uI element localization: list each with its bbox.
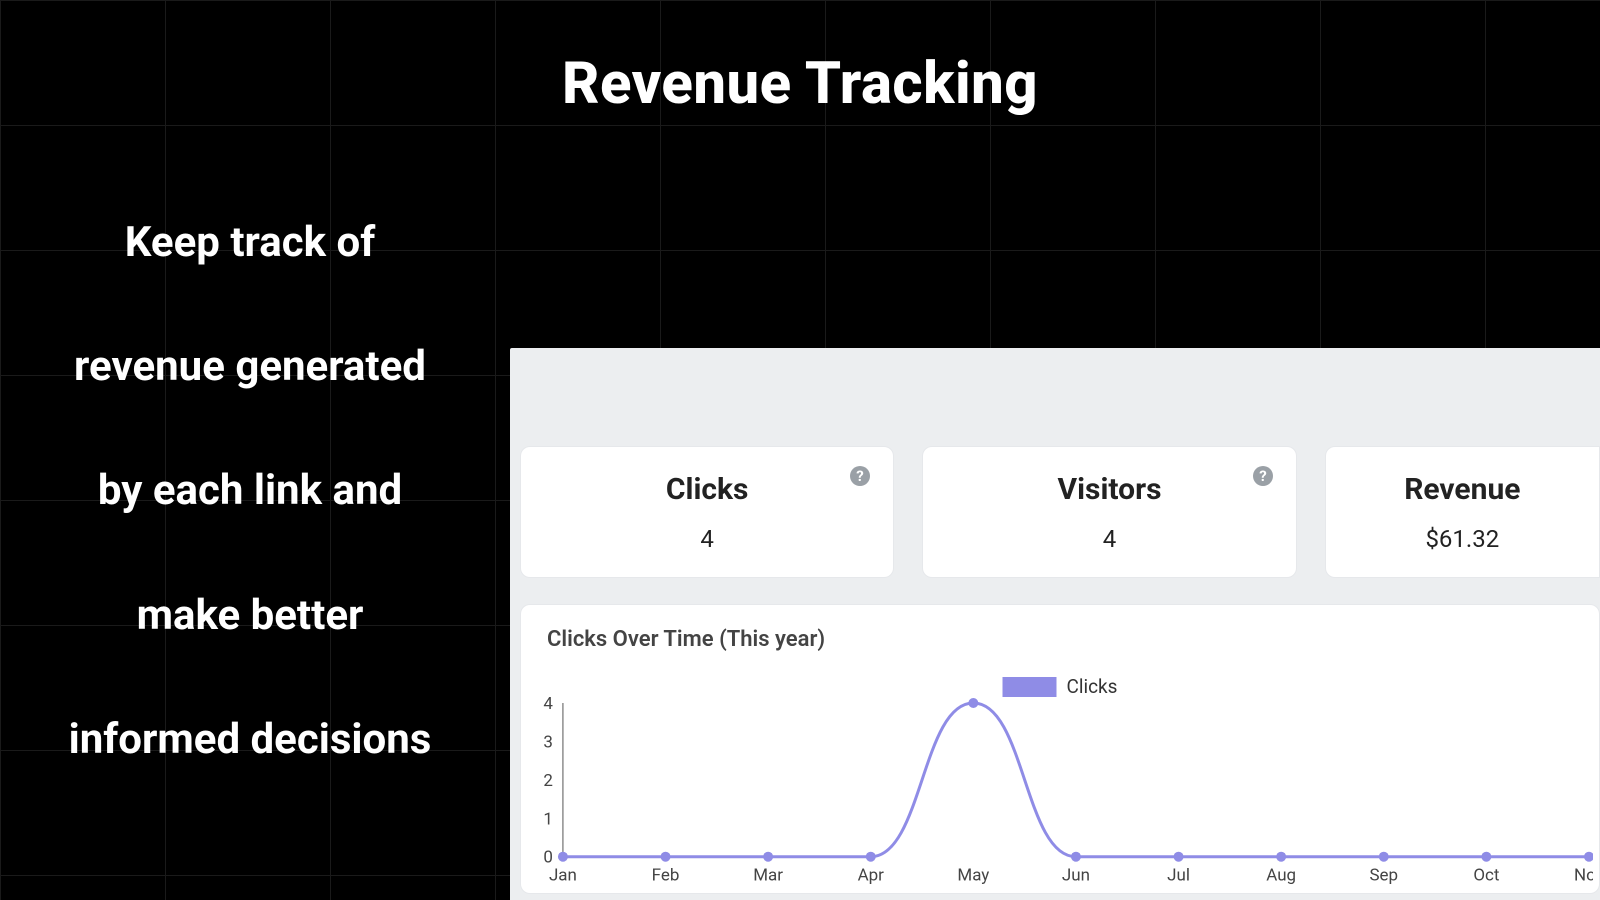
svg-text:?: ? (1259, 467, 1266, 485)
marketing-copy: Keep track of revenue generated by each … (0, 220, 500, 841)
svg-text:Jul: Jul (1167, 866, 1190, 886)
svg-text:Mar: Mar (753, 866, 783, 886)
svg-text:1: 1 (543, 809, 553, 829)
svg-text:Sep: Sep (1369, 866, 1398, 886)
svg-text:May: May (957, 866, 989, 886)
legend-label: Clicks (1067, 675, 1118, 698)
help-icon[interactable]: ? (1252, 465, 1274, 487)
copy-line: make better (0, 593, 500, 639)
svg-text:Jan: Jan (549, 866, 577, 886)
copy-line: revenue generated (0, 344, 500, 390)
copy-line: Keep track of (0, 220, 500, 266)
stat-card-value: 4 (700, 525, 714, 553)
chart-card: Clicks Over Time (This year) Clicks 0123… (520, 604, 1600, 894)
stat-cards-row: ? Clicks 4? Visitors 4 Revenue $61.32 (510, 348, 1600, 578)
stat-card-clicks: ? Clicks 4 (520, 446, 894, 578)
svg-text:4: 4 (543, 697, 553, 714)
line-chart: 01234JanFebMarAprMayJunJulAugSepOctNov (527, 697, 1593, 887)
dashboard-panel: ? Clicks 4? Visitors 4 Revenue $61.32 Clicks O… (510, 348, 1600, 900)
stat-card-title: Revenue (1404, 472, 1520, 507)
chart-title: Clicks Over Time (This year) (547, 627, 1573, 652)
stat-card-value: 4 (1103, 525, 1117, 553)
stat-card-title: Visitors (1058, 472, 1162, 507)
svg-text:Jun: Jun (1062, 866, 1090, 886)
stat-card-revenue: Revenue $61.32 (1325, 446, 1600, 578)
svg-text:Oct: Oct (1473, 866, 1499, 886)
copy-line: by each link and (0, 468, 500, 514)
svg-text:3: 3 (543, 732, 553, 752)
svg-text:Aug: Aug (1266, 866, 1296, 886)
svg-text:?: ? (857, 467, 864, 485)
legend-swatch (1003, 677, 1057, 697)
stat-card-value: $61.32 (1425, 525, 1499, 553)
stat-card-visitors: ? Visitors 4 (922, 446, 1296, 578)
page-title: Revenue Tracking (0, 50, 1600, 118)
svg-text:Apr: Apr (858, 866, 885, 886)
help-icon[interactable]: ? (849, 465, 871, 487)
chart-legend: Clicks (1003, 675, 1118, 698)
svg-text:2: 2 (543, 771, 553, 791)
stat-card-title: Clicks (666, 472, 749, 507)
copy-line: informed decisions (0, 717, 500, 763)
svg-text:Feb: Feb (652, 866, 680, 886)
svg-text:Nov: Nov (1574, 866, 1593, 886)
